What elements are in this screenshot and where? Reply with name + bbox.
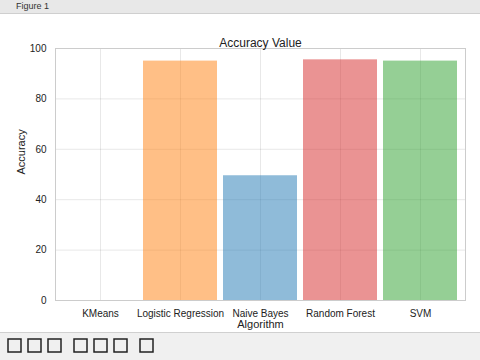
svg-text:Accuracy Value: Accuracy Value <box>219 36 302 50</box>
svg-text:Naive Bayes: Naive Bayes <box>232 307 289 319</box>
svg-text:KMeans: KMeans <box>82 308 119 319</box>
svg-text:40: 40 <box>35 194 47 205</box>
html-text:Figure 1: Figure 1 <box>16 1 49 11</box>
svg-text:20: 20 <box>35 244 47 255</box>
svg-text:100: 100 <box>30 43 47 54</box>
svg-text:80: 80 <box>35 93 47 104</box>
svg-text:Algorithm: Algorithm <box>237 318 283 330</box>
svg-text:Logistic Regression: Logistic Regression <box>137 308 224 319</box>
svg-text:Random Forest: Random Forest <box>306 308 375 319</box>
svg-text:SVM: SVM <box>410 308 432 319</box>
svg-text:Accuracy: Accuracy <box>15 129 27 175</box>
svg-text:60: 60 <box>35 144 47 155</box>
svg-text:0: 0 <box>41 295 47 306</box>
